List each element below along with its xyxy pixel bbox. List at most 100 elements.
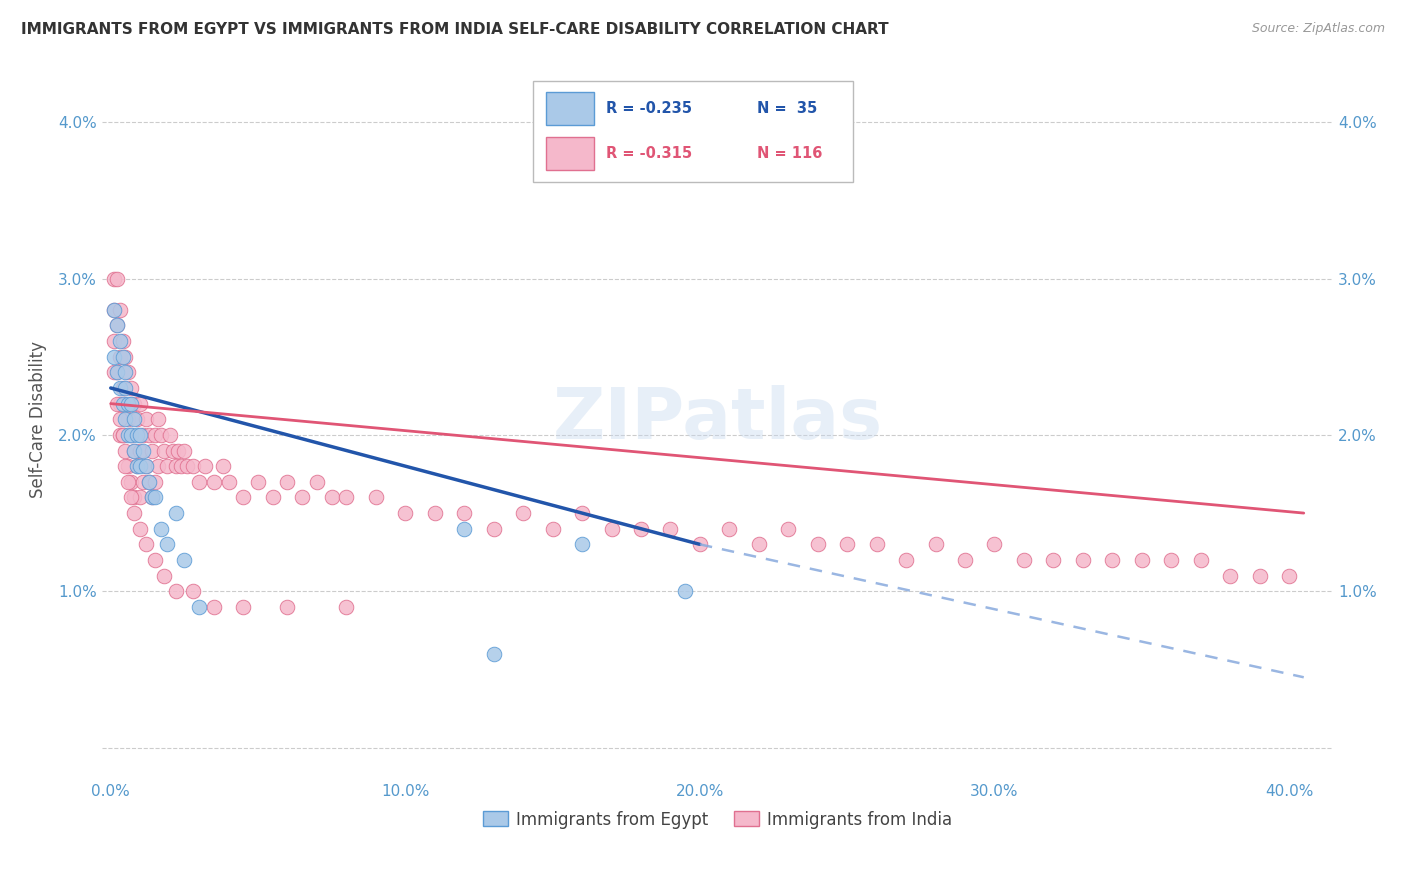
- Point: [600, 522, 623, 536]
- Point: [321, 491, 343, 505]
- Point: [364, 491, 387, 505]
- Point: [103, 302, 125, 317]
- Point: [152, 443, 174, 458]
- Text: Source: ZipAtlas.com: Source: ZipAtlas.com: [1251, 22, 1385, 36]
- Point: [138, 475, 160, 489]
- Point: [571, 506, 593, 520]
- Point: [1101, 553, 1123, 567]
- Point: [129, 491, 152, 505]
- Point: [149, 522, 172, 536]
- Point: [108, 381, 131, 395]
- Point: [135, 412, 157, 426]
- Point: [482, 522, 505, 536]
- Point: [120, 491, 142, 505]
- Point: [541, 522, 564, 536]
- Point: [132, 475, 155, 489]
- Point: [156, 459, 179, 474]
- Point: [127, 428, 149, 442]
- Point: [111, 334, 134, 348]
- Point: [105, 271, 128, 285]
- Point: [129, 443, 152, 458]
- Legend: Immigrants from Egypt, Immigrants from India: Immigrants from Egypt, Immigrants from I…: [477, 804, 959, 835]
- Point: [143, 491, 166, 505]
- Point: [718, 522, 741, 536]
- Point: [132, 443, 155, 458]
- Point: [120, 475, 142, 489]
- Point: [129, 396, 152, 410]
- Point: [232, 491, 254, 505]
- Point: [103, 302, 125, 317]
- Point: [124, 506, 146, 520]
- Point: [894, 553, 917, 567]
- Point: [291, 491, 314, 505]
- Point: [262, 491, 284, 505]
- Point: [1219, 568, 1241, 582]
- Point: [1042, 553, 1064, 567]
- Point: [173, 553, 195, 567]
- Point: [276, 475, 298, 489]
- Text: IMMIGRANTS FROM EGYPT VS IMMIGRANTS FROM INDIA SELF-CARE DISABILITY CORRELATION : IMMIGRANTS FROM EGYPT VS IMMIGRANTS FROM…: [21, 22, 889, 37]
- Point: [202, 475, 225, 489]
- Point: [305, 475, 328, 489]
- Point: [247, 475, 270, 489]
- Point: [149, 428, 172, 442]
- Point: [103, 334, 125, 348]
- Point: [108, 350, 131, 364]
- Point: [135, 537, 157, 551]
- Point: [146, 412, 169, 426]
- Point: [108, 334, 131, 348]
- Point: [176, 459, 198, 474]
- Point: [1189, 553, 1212, 567]
- Point: [135, 459, 157, 474]
- Point: [108, 412, 131, 426]
- Point: [138, 475, 160, 489]
- Point: [111, 428, 134, 442]
- Point: [120, 428, 142, 442]
- Point: [124, 443, 146, 458]
- Point: [423, 506, 446, 520]
- Point: [103, 365, 125, 379]
- Point: [167, 443, 190, 458]
- Point: [105, 396, 128, 410]
- Point: [673, 584, 696, 599]
- Point: [453, 506, 475, 520]
- Point: [335, 599, 357, 614]
- Point: [162, 443, 184, 458]
- Point: [170, 459, 193, 474]
- Point: [146, 459, 169, 474]
- Point: [105, 318, 128, 333]
- Point: [114, 412, 136, 426]
- Point: [108, 396, 131, 410]
- Point: [159, 428, 181, 442]
- Point: [630, 522, 652, 536]
- Point: [983, 537, 1005, 551]
- Point: [218, 475, 240, 489]
- Point: [114, 443, 136, 458]
- Point: [141, 443, 163, 458]
- Point: [211, 459, 233, 474]
- Y-axis label: Self-Care Disability: Self-Care Disability: [30, 341, 46, 498]
- Point: [127, 459, 149, 474]
- Point: [807, 537, 830, 551]
- Point: [165, 459, 187, 474]
- Point: [143, 475, 166, 489]
- Point: [108, 302, 131, 317]
- Point: [748, 537, 770, 551]
- Point: [953, 553, 976, 567]
- Point: [1249, 568, 1271, 582]
- Point: [335, 491, 357, 505]
- Point: [114, 365, 136, 379]
- Point: [108, 428, 131, 442]
- Point: [114, 381, 136, 395]
- Point: [152, 568, 174, 582]
- Point: [127, 412, 149, 426]
- Point: [837, 537, 859, 551]
- Point: [394, 506, 416, 520]
- Point: [117, 365, 139, 379]
- Point: [111, 428, 134, 442]
- Point: [127, 459, 149, 474]
- Point: [143, 553, 166, 567]
- Point: [482, 647, 505, 661]
- Point: [129, 428, 152, 442]
- Point: [188, 475, 211, 489]
